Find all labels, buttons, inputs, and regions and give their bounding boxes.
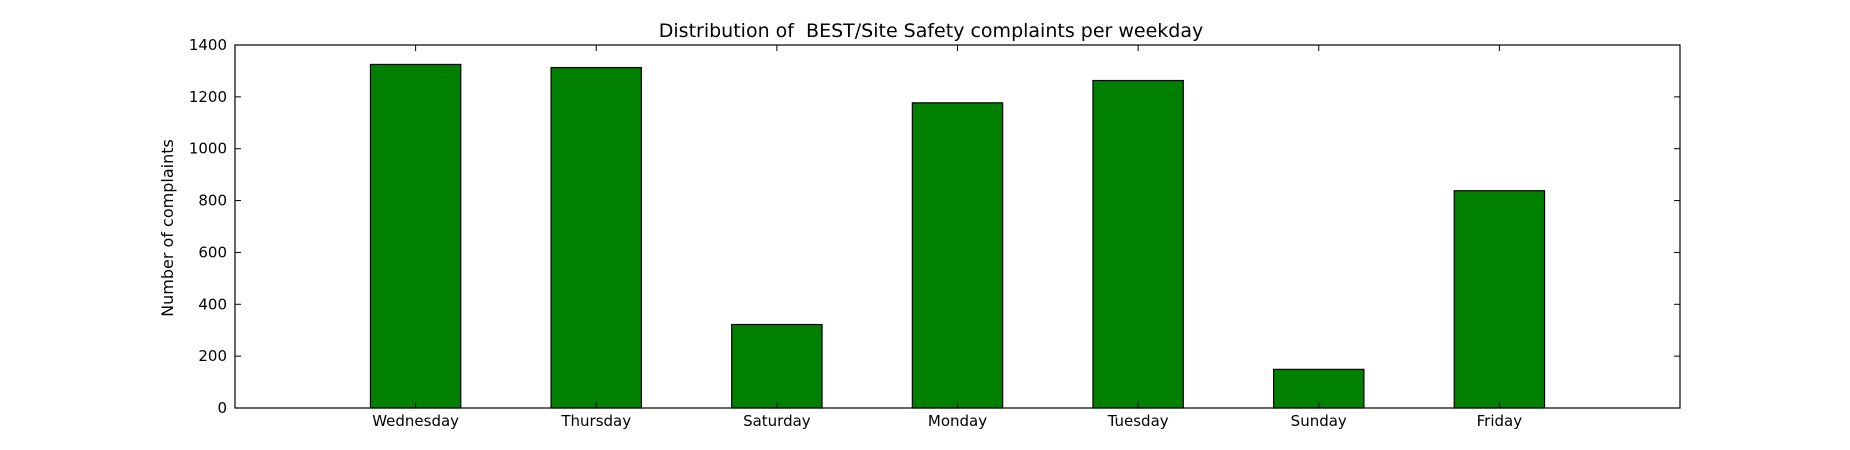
x-tick-label-thursday: Thursday (560, 412, 631, 430)
y-tick-label: 200 (198, 347, 227, 365)
bars-group (369, 63, 1546, 409)
x-tick-label-friday: Friday (1477, 412, 1523, 430)
y-tick-label: 1000 (189, 140, 227, 158)
x-tick-label-wednesday: Wednesday (372, 412, 459, 430)
y-tick-label: 800 (198, 192, 227, 210)
bar-sunday (1272, 368, 1365, 409)
y-tick-label: 0 (217, 399, 227, 417)
y-tick-label: 600 (198, 243, 227, 261)
bar-thursday (550, 66, 643, 409)
plot-frame (234, 44, 1681, 409)
x-tick-label-saturday: Saturday (743, 412, 811, 430)
x-ticks-group: Wednesday Thursday Saturday Monday Tuesday Su… (372, 45, 1522, 430)
bar-tuesday (1092, 79, 1184, 409)
bar-friday (1453, 190, 1546, 409)
y-ticks-group: 0 200 400 600 800 1000 1200 1400 (189, 36, 1680, 417)
bar-monday (911, 102, 1004, 409)
x-tick-label-tuesday: Tuesday (1107, 412, 1169, 430)
chart-title: Distribution of BEST/Site Safety complai… (659, 20, 1203, 42)
y-tick-label: 1400 (189, 36, 227, 54)
y-axis-label: Number of complaints (158, 139, 177, 317)
bar-wednesday (369, 63, 462, 409)
x-tick-label-monday: Monday (928, 412, 987, 430)
y-tick-label: 400 (198, 295, 227, 313)
bar-saturday (731, 323, 823, 409)
x-tick-label-sunday: Sunday (1291, 412, 1347, 430)
y-tick-label: 1200 (189, 88, 227, 106)
